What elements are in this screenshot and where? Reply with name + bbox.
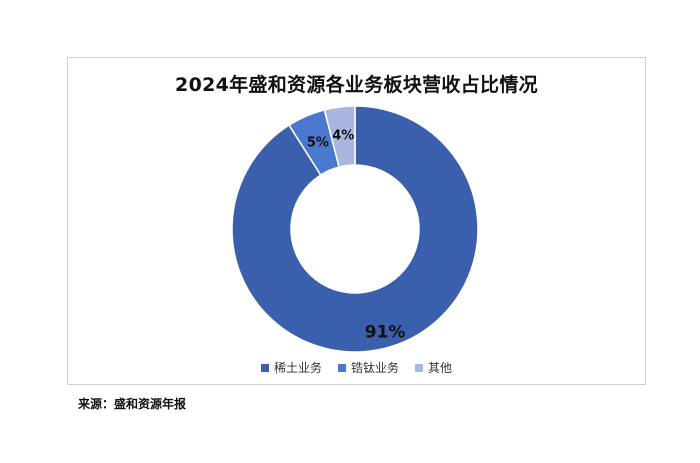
data-label-2: 5% (307, 136, 329, 151)
source-note: 来源：盛和资源年报 (78, 397, 187, 411)
chart-title: 2024年盛和资源各业务板块营收占比情况 (175, 74, 538, 96)
data-labels: 91% 5% 4% (307, 129, 406, 343)
chart-legend: 稀土业务 锆钛业务 其他 (68, 359, 645, 376)
donut-slices (231, 105, 479, 353)
legend-swatch (260, 363, 269, 372)
legend-swatch (337, 363, 346, 372)
legend-item-1: 稀土业务 (260, 359, 322, 376)
legend-label: 稀土业务 (273, 361, 322, 375)
legend-item-3: 其他 (415, 359, 452, 376)
legend-swatch (415, 363, 423, 372)
legend-label: 锆钛业务 (350, 361, 399, 375)
data-label-3: 4% (332, 129, 354, 144)
donut-slice-3 (323, 105, 356, 168)
legend-label: 其他 (428, 361, 453, 375)
donut-chart: 91% 5% 4% (231, 105, 479, 353)
data-label-1: 91% (365, 323, 406, 343)
chart-frame: 2024年盛和资源各业务板块营收占比情况 91% 5% 4% 稀土业务 锆钛业务 其他 (67, 57, 646, 385)
legend-item-2: 锆钛业务 (337, 359, 399, 376)
donut-slice-1 (231, 105, 479, 353)
